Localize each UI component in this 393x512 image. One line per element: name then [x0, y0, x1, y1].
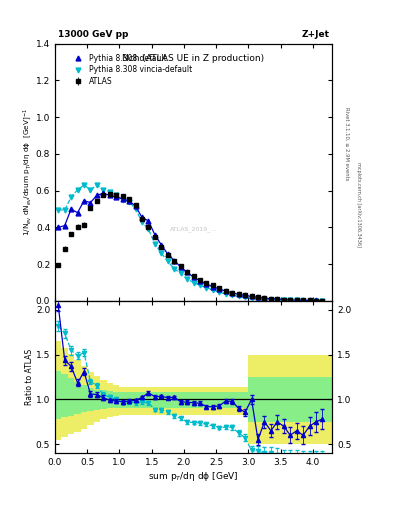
Legend: Pythia 8.308 default, Pythia 8.308 vincia-default, ATLAS: Pythia 8.308 default, Pythia 8.308 vinci… — [70, 53, 194, 87]
Text: 13000 GeV pp: 13000 GeV pp — [58, 30, 128, 39]
Pythia 8.308 vincia-default — [107, 188, 112, 195]
Pythia 8.308 vincia-default — [314, 297, 318, 304]
Pythia 8.308 default — [69, 206, 73, 212]
Pythia 8.308 vincia-default — [56, 207, 61, 213]
Pythia 8.308 default — [107, 192, 112, 198]
Pythia 8.308 vincia-default — [69, 194, 73, 200]
Text: Rivet 3.1.10, ≥ 2.9M events: Rivet 3.1.10, ≥ 2.9M events — [344, 106, 349, 180]
Line: Pythia 8.308 vincia-default: Pythia 8.308 vincia-default — [56, 183, 325, 303]
Pythia 8.308 vincia-default — [230, 292, 235, 298]
Pythia 8.308 vincia-default — [127, 199, 132, 205]
Pythia 8.308 vincia-default — [152, 241, 157, 247]
Pythia 8.308 default — [82, 198, 86, 204]
Pythia 8.308 vincia-default — [146, 226, 151, 232]
Pythia 8.308 vincia-default — [140, 219, 144, 225]
Pythia 8.308 default — [185, 269, 189, 275]
Pythia 8.308 default — [75, 209, 80, 216]
Pythia 8.308 default — [281, 296, 286, 303]
Pythia 8.308 default — [217, 286, 222, 292]
Pythia 8.308 vincia-default — [211, 287, 215, 293]
Pythia 8.308 default — [198, 278, 202, 284]
Pythia 8.308 default — [95, 192, 99, 198]
Pythia 8.308 vincia-default — [268, 296, 273, 303]
Pythia 8.308 default — [223, 288, 228, 294]
Pythia 8.308 vincia-default — [191, 280, 196, 286]
Pythia 8.308 vincia-default — [301, 297, 305, 304]
Pythia 8.308 vincia-default — [255, 295, 260, 302]
Pythia 8.308 default — [114, 194, 119, 200]
Pythia 8.308 default — [236, 291, 241, 297]
Pythia 8.308 vincia-default — [243, 294, 248, 301]
Pythia 8.308 vincia-default — [320, 297, 325, 304]
Pythia 8.308 vincia-default — [95, 182, 99, 188]
Pythia 8.308 default — [275, 296, 280, 302]
Pythia 8.308 vincia-default — [223, 291, 228, 297]
Pythia 8.308 default — [159, 242, 164, 248]
Pythia 8.308 default — [243, 292, 248, 298]
Y-axis label: 1/N$_{ev}$ dN$_{ev}$/dsum p$_T$/dη dϕ  [GeV]$^{-1}$: 1/N$_{ev}$ dN$_{ev}$/dsum p$_T$/dη dϕ [G… — [22, 108, 35, 236]
Pythia 8.308 vincia-default — [172, 266, 176, 272]
Pythia 8.308 vincia-default — [262, 296, 267, 302]
Pythia 8.308 default — [230, 290, 235, 296]
Pythia 8.308 vincia-default — [281, 297, 286, 303]
Pythia 8.308 default — [120, 196, 125, 202]
Pythia 8.308 vincia-default — [178, 270, 183, 276]
Pythia 8.308 default — [255, 294, 260, 301]
Pythia 8.308 default — [314, 297, 318, 304]
Pythia 8.308 vincia-default — [307, 297, 312, 304]
Pythia 8.308 default — [204, 281, 209, 287]
Pythia 8.308 default — [262, 295, 267, 301]
Pythia 8.308 default — [211, 284, 215, 290]
Pythia 8.308 vincia-default — [294, 297, 299, 304]
Pythia 8.308 default — [146, 218, 151, 224]
Pythia 8.308 vincia-default — [198, 282, 202, 288]
Pythia 8.308 default — [62, 223, 67, 229]
Pythia 8.308 default — [294, 297, 299, 303]
Pythia 8.308 default — [301, 297, 305, 303]
Pythia 8.308 default — [56, 224, 61, 230]
Y-axis label: Ratio to ATLAS: Ratio to ATLAS — [26, 349, 35, 405]
Pythia 8.308 vincia-default — [101, 187, 106, 193]
Pythia 8.308 default — [88, 200, 93, 206]
Pythia 8.308 default — [307, 297, 312, 304]
Pythia 8.308 vincia-default — [288, 297, 292, 303]
Pythia 8.308 vincia-default — [75, 187, 80, 193]
Pythia 8.308 vincia-default — [120, 197, 125, 203]
Pythia 8.308 default — [127, 198, 132, 204]
Pythia 8.308 vincia-default — [185, 276, 189, 282]
Pythia 8.308 vincia-default — [114, 192, 119, 198]
Pythia 8.308 vincia-default — [82, 182, 86, 188]
Pythia 8.308 default — [268, 296, 273, 302]
Pythia 8.308 default — [101, 190, 106, 197]
Text: mcplots.cern.ch [arXiv:1306.3436]: mcplots.cern.ch [arXiv:1306.3436] — [356, 162, 361, 247]
Text: Z+Jet: Z+Jet — [301, 30, 329, 39]
Pythia 8.308 vincia-default — [88, 187, 93, 193]
Pythia 8.308 vincia-default — [275, 297, 280, 303]
Pythia 8.308 default — [165, 251, 170, 257]
Pythia 8.308 default — [133, 203, 138, 209]
Line: Pythia 8.308 default: Pythia 8.308 default — [56, 191, 325, 303]
Pythia 8.308 default — [152, 232, 157, 238]
Pythia 8.308 vincia-default — [204, 285, 209, 291]
Pythia 8.308 vincia-default — [133, 206, 138, 212]
Pythia 8.308 default — [172, 258, 176, 264]
Pythia 8.308 default — [178, 264, 183, 270]
Pythia 8.308 default — [320, 297, 325, 304]
Text: Nch (ATLAS UE in Z production): Nch (ATLAS UE in Z production) — [123, 54, 264, 63]
Pythia 8.308 vincia-default — [217, 289, 222, 295]
Pythia 8.308 vincia-default — [236, 293, 241, 300]
Pythia 8.308 vincia-default — [159, 250, 164, 256]
Pythia 8.308 default — [249, 293, 254, 300]
Pythia 8.308 default — [191, 274, 196, 280]
Pythia 8.308 vincia-default — [249, 295, 254, 301]
X-axis label: sum p$_T$/dη dϕ [GeV]: sum p$_T$/dη dϕ [GeV] — [148, 470, 239, 483]
Pythia 8.308 vincia-default — [165, 259, 170, 265]
Pythia 8.308 default — [140, 214, 144, 220]
Pythia 8.308 default — [288, 297, 292, 303]
Text: ATLAS_2019_...: ATLAS_2019_... — [170, 226, 217, 232]
Pythia 8.308 vincia-default — [62, 207, 67, 213]
